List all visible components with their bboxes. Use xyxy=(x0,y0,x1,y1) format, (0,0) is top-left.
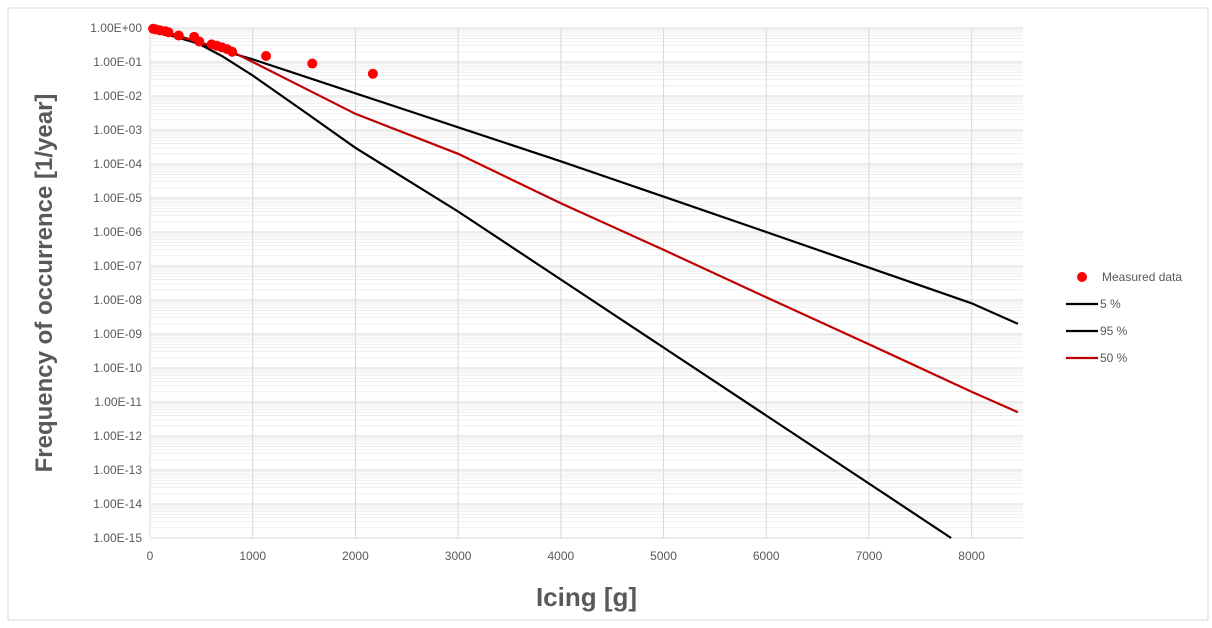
y-tick-label: 1.00E-10 xyxy=(93,361,142,375)
x-axis-title: Icing [g] xyxy=(536,582,637,612)
y-tick-label: 1.00E-11 xyxy=(94,395,142,409)
scatter-points xyxy=(148,23,378,79)
measured-data-point xyxy=(194,36,205,47)
y-tick-label: 1.00E-08 xyxy=(93,293,142,307)
x-tick-label: 5000 xyxy=(650,549,677,563)
legend-marker xyxy=(1077,272,1087,282)
y-tick-label: 1.00E-12 xyxy=(93,429,142,443)
y-tick-label: 1.00E-14 xyxy=(93,497,142,511)
measured-data-point xyxy=(261,51,272,62)
y-tick-label: 1.00E-04 xyxy=(93,157,142,171)
y-tick-label: 1.00E-02 xyxy=(93,89,142,103)
x-tick-label: 6000 xyxy=(753,549,780,563)
y-tick-label: 1.00E+00 xyxy=(90,21,142,35)
y-tick-label: 1.00E-13 xyxy=(93,463,142,477)
x-tick-label: 7000 xyxy=(856,549,883,563)
legend-label: 50 % xyxy=(1100,351,1128,365)
legend: Measured data 5 % 95 % 50 % xyxy=(1066,270,1182,365)
legend-label: Measured data xyxy=(1102,270,1182,284)
measured-data-point xyxy=(173,30,184,41)
measured-data-point xyxy=(307,58,318,69)
measured-data-point xyxy=(367,68,378,79)
x-tick-label: 3000 xyxy=(445,549,472,563)
x-tick-label: 2000 xyxy=(342,549,369,563)
y-tick-label: 1.00E-15 xyxy=(93,531,142,545)
y-tick-label: 1.00E-06 xyxy=(93,225,142,239)
y-tick-label: 1.00E-07 xyxy=(93,259,142,273)
minor-gridlines xyxy=(150,29,1023,529)
y-tick-label: 1.00E-01 xyxy=(93,55,142,69)
x-tick-label: 0 xyxy=(147,549,154,563)
y-tick-label: 1.00E-05 xyxy=(93,191,142,205)
major-gridlines xyxy=(149,27,1023,539)
measured-data-point xyxy=(163,27,174,38)
series-line-50pct xyxy=(149,28,1019,414)
y-tick-label: 1.00E-09 xyxy=(93,327,142,341)
chart-frame xyxy=(7,7,1209,621)
x-tick-label: 1000 xyxy=(239,549,266,563)
measured-data-point xyxy=(227,46,238,57)
x-tick-labels: 0 1000 2000 3000 4000 5000 6000 7000 8000 xyxy=(147,549,986,563)
y-tick-label: 1.00E-03 xyxy=(93,123,142,137)
x-tick-label: 4000 xyxy=(547,549,574,563)
y-tick-labels: 1.00E+00 1.00E-01 1.00E-02 1.00E-03 1.00E-04… xyxy=(90,21,142,545)
y-axis-title: Frequency of occurrence [1/year] xyxy=(31,94,58,473)
legend-label: 95 % xyxy=(1100,324,1128,338)
legend-label: 5 % xyxy=(1100,297,1121,311)
x-tick-label: 8000 xyxy=(958,549,985,563)
